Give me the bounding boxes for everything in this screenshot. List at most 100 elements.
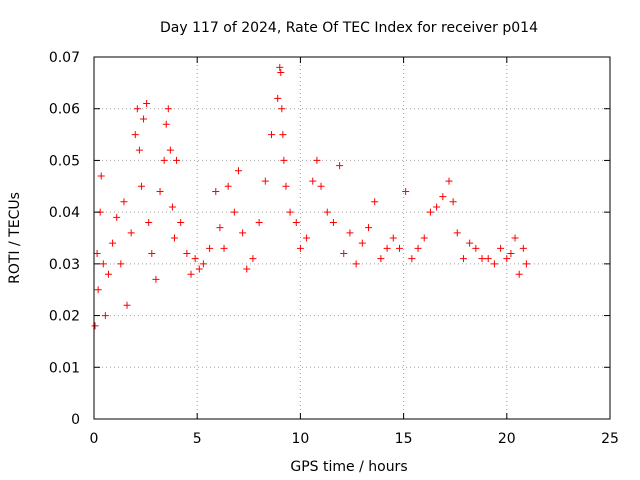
data-point [402, 187, 410, 195]
data-point [170, 234, 178, 242]
data-point [507, 250, 515, 258]
data-point [113, 213, 121, 221]
data-point [459, 255, 467, 263]
data-point [395, 244, 403, 252]
data-point [336, 162, 344, 170]
data-point [249, 255, 257, 263]
data-point [352, 260, 360, 268]
data-point [309, 177, 317, 185]
x-tick-label: 20 [498, 431, 516, 447]
data-point [389, 234, 397, 242]
data-point [497, 244, 505, 252]
data-points [91, 63, 530, 330]
data-point [278, 105, 286, 113]
data-point [162, 120, 170, 128]
data-point [255, 218, 263, 226]
data-point [216, 224, 224, 232]
data-point [292, 218, 300, 226]
data-point [268, 131, 276, 139]
data-point [261, 177, 269, 185]
data-point [135, 146, 143, 154]
data-point [420, 234, 428, 242]
y-tick-label: 0.04 [49, 205, 80, 221]
data-point [199, 260, 207, 268]
data-point [120, 198, 128, 206]
y-tick-label: 0.06 [49, 102, 80, 118]
data-point [143, 100, 151, 108]
data-point [104, 270, 112, 278]
data-point [99, 260, 107, 268]
y-axis-label: ROTI / TECUs [7, 192, 23, 284]
x-tick-label: 10 [291, 431, 309, 447]
data-point [358, 239, 366, 247]
y-tick-label: 0 [71, 412, 80, 428]
data-point [329, 218, 337, 226]
data-point [224, 182, 232, 190]
data-point [117, 260, 125, 268]
data-point [191, 255, 199, 263]
data-point [91, 322, 99, 330]
x-tick-label: 5 [193, 431, 202, 447]
data-point [377, 255, 385, 263]
plot-frame [93, 56, 611, 420]
data-point [173, 156, 181, 164]
data-point [160, 156, 168, 164]
y-tick-label: 0.05 [49, 153, 80, 169]
data-point [346, 229, 354, 237]
data-point [127, 229, 135, 237]
data-point [234, 167, 242, 175]
data-point [439, 193, 447, 201]
data-point [109, 239, 117, 247]
data-point [168, 203, 176, 211]
data-point [340, 250, 348, 258]
data-point [206, 244, 214, 252]
data-point [145, 218, 153, 226]
data-point [164, 105, 172, 113]
data-point [187, 270, 195, 278]
axis-ticks: 0 5 10 15 20 25 0 0.01 0.02 0.03 0.04 0.05 0.06 0.07 [49, 50, 619, 447]
data-point [230, 208, 238, 216]
data-point [371, 198, 379, 206]
data-point [408, 255, 416, 263]
data-point [279, 131, 287, 139]
x-tick-label: 0 [90, 431, 99, 447]
chart-title: Day 117 of 2024, Rate Of TEC Index for r… [160, 20, 538, 36]
data-point [519, 244, 527, 252]
data-point [522, 260, 530, 268]
data-point [101, 312, 109, 320]
data-point [490, 260, 498, 268]
data-point [445, 177, 453, 185]
data-point [282, 182, 290, 190]
data-point [212, 187, 220, 195]
data-point [383, 244, 391, 252]
data-point [243, 265, 251, 273]
data-point [484, 255, 492, 263]
data-point [195, 265, 203, 273]
data-point [97, 172, 105, 180]
data-point [365, 224, 373, 232]
data-point [239, 229, 247, 237]
data-point [183, 250, 191, 258]
data-point [323, 208, 331, 216]
data-point [148, 250, 156, 258]
data-point [313, 156, 321, 164]
data-point [478, 255, 486, 263]
data-point [449, 198, 457, 206]
grid-lines [94, 57, 610, 419]
data-point [152, 275, 160, 283]
data-point [280, 156, 288, 164]
data-point [433, 203, 441, 211]
data-point [472, 244, 480, 252]
data-point [93, 250, 101, 258]
data-point [503, 255, 511, 263]
data-point [123, 301, 131, 309]
y-tick-label: 0.01 [49, 360, 80, 376]
data-point [511, 234, 519, 242]
y-tick-label: 0.02 [49, 309, 80, 325]
data-point [286, 208, 294, 216]
data-point [277, 69, 285, 77]
data-point [466, 239, 474, 247]
data-point [220, 244, 228, 252]
data-point [426, 208, 434, 216]
